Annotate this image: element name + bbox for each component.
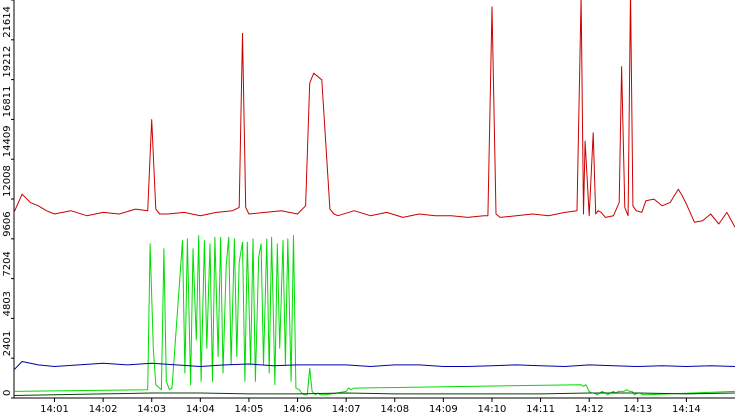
y-tick-label: 19212 [2, 46, 13, 78]
series-line-1 [13, 0, 735, 228]
series-layer [13, 0, 735, 396]
series-line-2 [13, 235, 735, 396]
x-tick-label: 14:14 [672, 404, 701, 415]
y-tick-label: 2401 [2, 331, 13, 356]
y-tick-label: 12008 [2, 165, 13, 197]
y-tick-label: 14409 [2, 125, 13, 157]
y-tick-label: 7204 [2, 251, 13, 276]
x-tick-label: 14:12 [575, 404, 604, 415]
x-tick-label: 14:04 [186, 404, 215, 415]
x-tick-label: 14:06 [283, 404, 312, 415]
tick-layer: 0 2401 4803 7204 9606 12008 14409 16811 19212 216… [2, 0, 701, 415]
x-tick-label: 14:10 [478, 404, 507, 415]
y-tick-label: 4803 [2, 291, 13, 316]
x-tick-label: 14:13 [623, 404, 652, 415]
series-line-4 [13, 392, 735, 396]
y-tick-label: 16811 [2, 86, 13, 118]
x-tick-label: 14:08 [380, 404, 409, 415]
x-tick-label: 14:02 [89, 404, 118, 415]
x-tick-label: 14:11 [526, 404, 555, 415]
x-tick-label: 14:09 [429, 404, 458, 415]
y-tick-label: 9606 [2, 211, 13, 236]
x-tick-label: 14:05 [235, 404, 264, 415]
axis-layer [13, 0, 735, 399]
x-tick-label: 14:03 [137, 404, 166, 415]
x-tick-label: 14:07 [332, 404, 361, 415]
series-line-3 [13, 361, 735, 371]
y-tick-label: 0 [2, 390, 13, 396]
x-tick-label: 14:01 [40, 404, 69, 415]
y-tick-label: 21614 [2, 6, 13, 38]
